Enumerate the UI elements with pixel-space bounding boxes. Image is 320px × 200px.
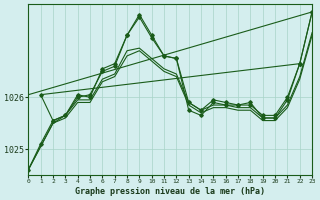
X-axis label: Graphe pression niveau de la mer (hPa): Graphe pression niveau de la mer (hPa) [75,187,265,196]
